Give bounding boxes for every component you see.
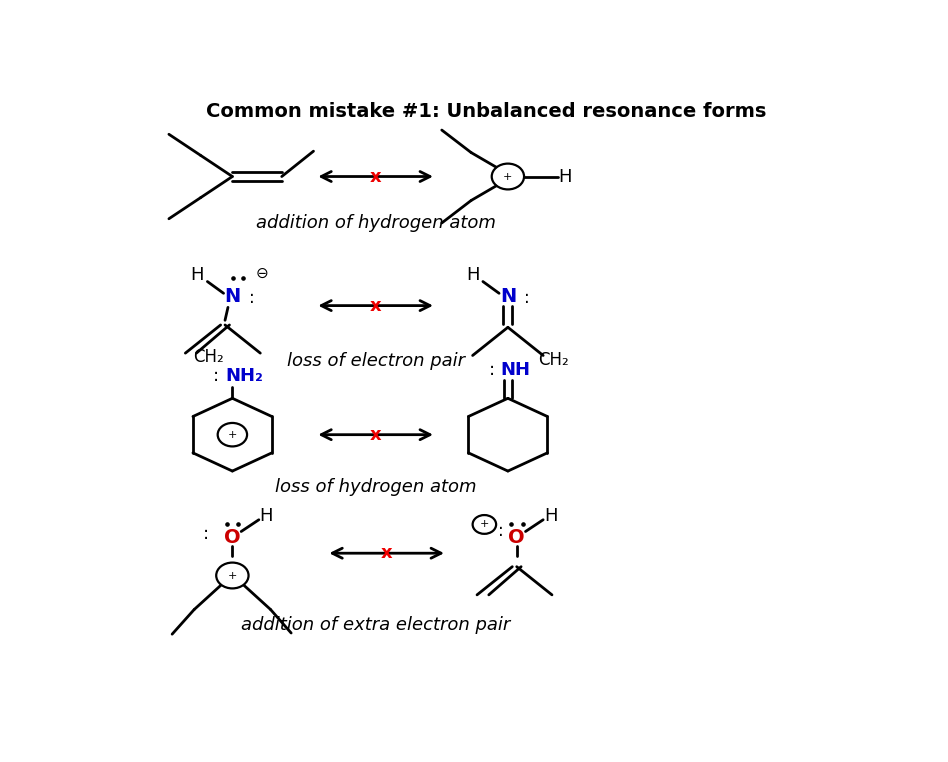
Text: x: x: [370, 168, 381, 185]
Text: N: N: [500, 287, 516, 306]
Text: +: +: [228, 430, 237, 440]
Text: x: x: [370, 296, 381, 315]
Text: H: H: [465, 265, 480, 283]
Text: x: x: [370, 426, 381, 443]
Text: O: O: [508, 528, 525, 547]
Text: O: O: [224, 528, 241, 547]
Text: loss of hydrogen atom: loss of hydrogen atom: [275, 479, 477, 497]
Text: CH₂: CH₂: [193, 348, 224, 367]
Text: NH: NH: [501, 361, 531, 379]
Text: NH₂: NH₂: [225, 367, 263, 385]
Text: addition of hydrogen atom: addition of hydrogen atom: [256, 214, 496, 232]
Text: :: :: [213, 367, 225, 385]
Text: +: +: [480, 520, 489, 530]
Text: x: x: [381, 544, 392, 562]
Text: H: H: [558, 168, 572, 185]
Text: :: :: [203, 525, 209, 543]
Text: :: :: [524, 289, 530, 307]
Text: N: N: [225, 287, 241, 306]
Text: :: :: [488, 361, 501, 379]
Text: H: H: [191, 265, 204, 283]
Text: +: +: [228, 571, 237, 581]
Text: +: +: [503, 171, 513, 181]
Text: :: :: [248, 289, 254, 307]
Text: loss of electron pair: loss of electron pair: [286, 352, 465, 370]
Text: ⊖: ⊖: [255, 266, 268, 281]
Text: :: :: [498, 523, 503, 540]
Text: addition of extra electron pair: addition of extra electron pair: [241, 616, 510, 635]
Text: CH₂: CH₂: [538, 351, 569, 369]
Text: Common mistake #1: Unbalanced resonance forms: Common mistake #1: Unbalanced resonance …: [206, 102, 766, 121]
Text: H: H: [260, 507, 273, 525]
Text: H: H: [544, 507, 557, 525]
